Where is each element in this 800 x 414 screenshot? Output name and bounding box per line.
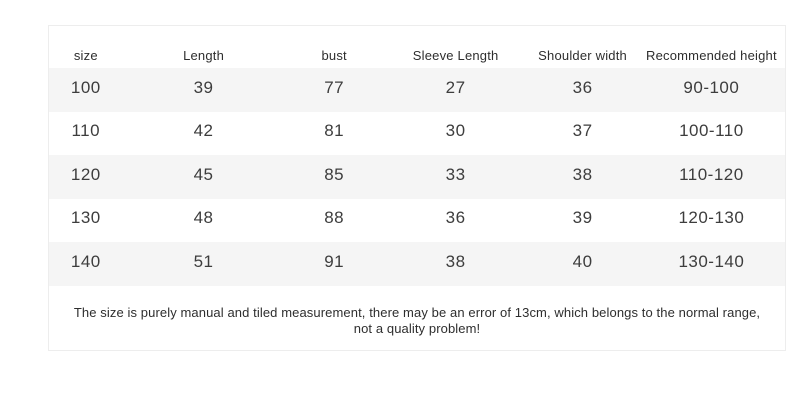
column-header-shoulder-width: Shoulder width — [527, 26, 638, 68]
size-table: size Length bust Sleeve Length Shoulder … — [49, 26, 785, 286]
cell-sleeve-length: 27 — [383, 68, 528, 112]
cell-size: 140 — [49, 242, 123, 286]
cell-sleeve-length: 38 — [383, 242, 528, 286]
table-row-size-110: 110 42 81 30 37 100-110 — [49, 112, 785, 156]
measurement-disclaimer-note: The size is purely manual and tiled meas… — [49, 286, 785, 350]
cell-length: 48 — [193, 208, 214, 228]
cell-sleeve-length: 36 — [445, 208, 466, 228]
size-chart-card: size Length bust Sleeve Length Shoulder … — [48, 25, 786, 351]
table-row-size-130: 130 48 88 36 39 120-130 — [49, 199, 785, 243]
cell-bust: 85 — [284, 155, 384, 199]
table-header-row: size Length bust Sleeve Length Shoulder … — [49, 26, 785, 68]
cell-bust: 91 — [284, 242, 384, 286]
column-header-bust: bust — [284, 26, 384, 68]
cell-shoulder-width: 40 — [527, 242, 638, 286]
disclaimer-line-2: not a quality problem! — [353, 320, 481, 336]
cell-length: 42 — [193, 121, 214, 141]
column-header-length: Length — [122, 26, 285, 68]
cell-length: 39 — [122, 68, 285, 112]
cell-recommended-height: 110-120 — [637, 155, 785, 199]
cell-sleeve-length: 30 — [445, 121, 466, 141]
cell-sleeve-length: 33 — [383, 155, 528, 199]
cell-bust: 81 — [324, 121, 345, 141]
cell-recommended-height: 130-140 — [637, 242, 785, 286]
cell-recommended-height: 120-130 — [678, 208, 745, 228]
cell-recommended-height: 100-110 — [679, 121, 744, 141]
cell-recommended-height: 90-100 — [637, 68, 785, 112]
cell-shoulder-width: 37 — [572, 121, 593, 141]
disclaimer-line-1: The size is purely manual and tiled meas… — [73, 304, 761, 320]
cell-size: 110 — [71, 121, 101, 141]
column-header-size: size — [49, 26, 123, 68]
table-row-size-140: 140 51 91 38 40 130-140 — [49, 242, 785, 286]
column-header-recommended-height: Recommended height — [637, 26, 785, 68]
cell-shoulder-width: 38 — [527, 155, 638, 199]
cell-size: 130 — [70, 208, 101, 228]
cell-shoulder-width: 36 — [527, 68, 638, 112]
cell-shoulder-width: 39 — [572, 208, 593, 228]
cell-bust: 77 — [284, 68, 384, 112]
table-row-size-120: 120 45 85 33 38 110-120 — [49, 155, 785, 199]
cell-length: 51 — [122, 242, 285, 286]
table-row-size-100: 100 39 77 27 36 90-100 — [49, 68, 785, 112]
cell-size: 120 — [49, 155, 123, 199]
column-header-sleeve-length: Sleeve Length — [383, 26, 528, 68]
cell-length: 45 — [122, 155, 285, 199]
cell-bust: 88 — [324, 208, 345, 228]
cell-size: 100 — [49, 68, 123, 112]
